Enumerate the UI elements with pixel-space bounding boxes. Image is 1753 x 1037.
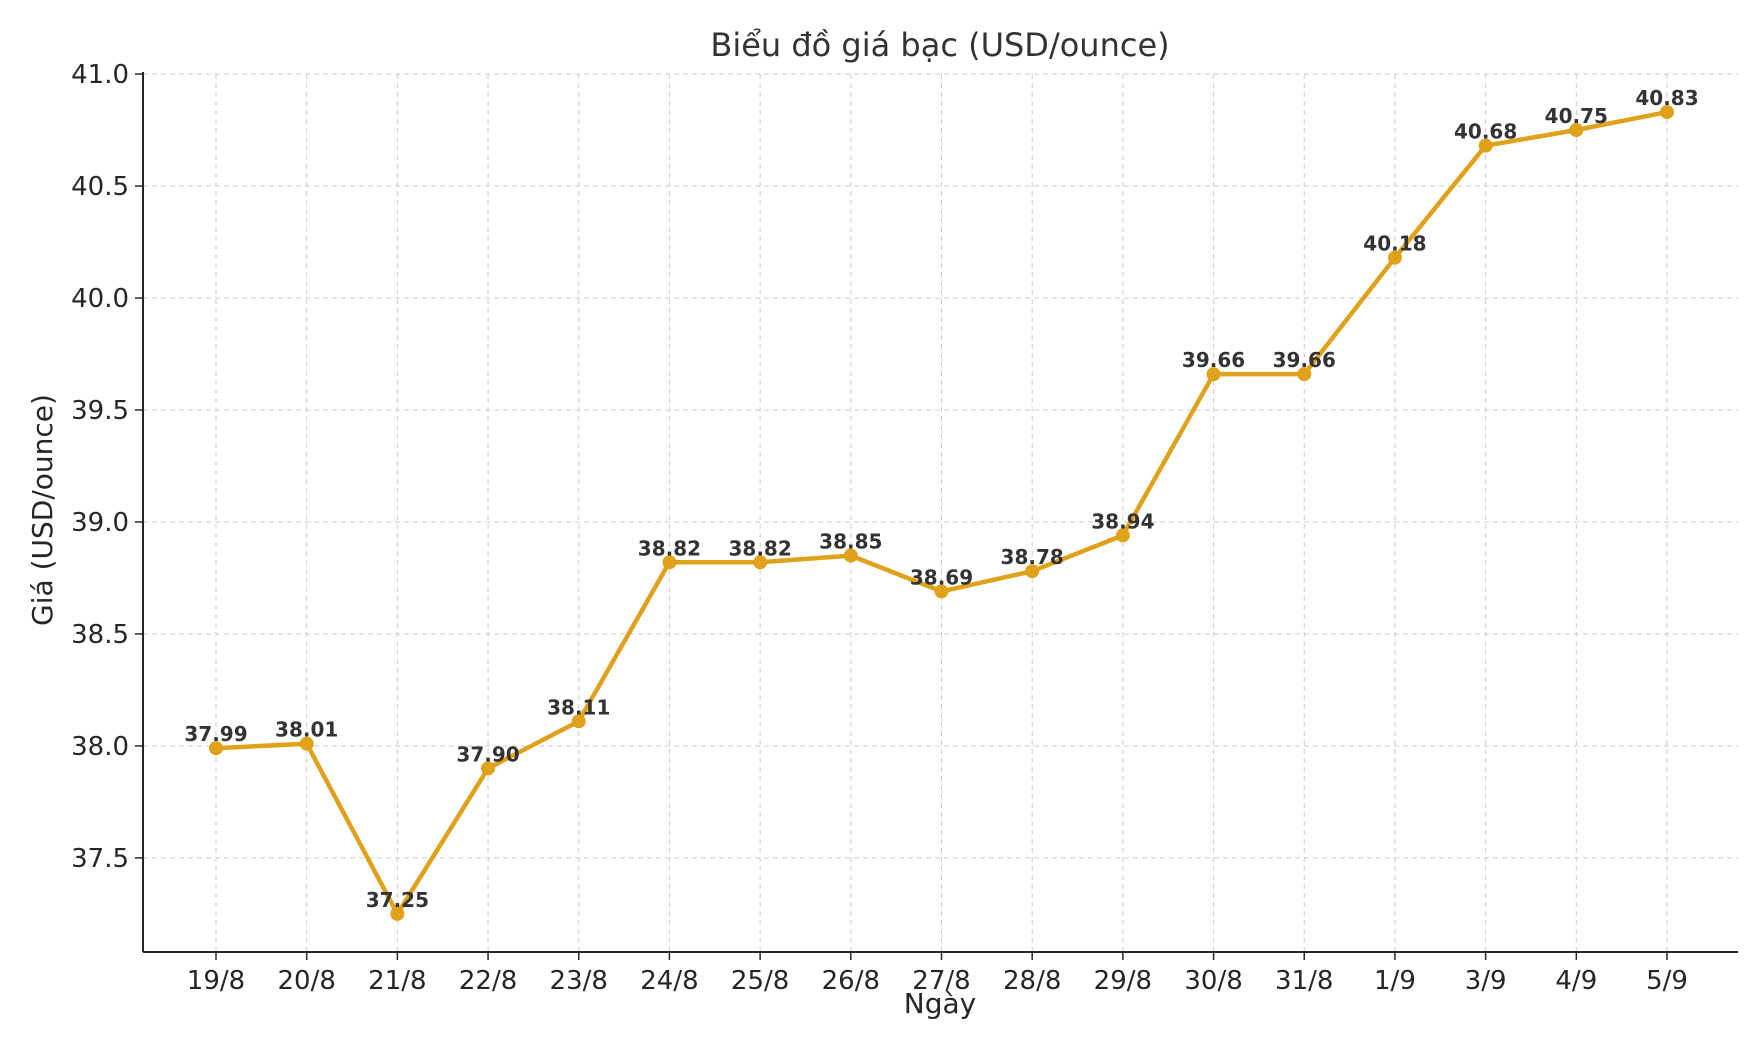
x-tick-label: 1/9 [1374, 966, 1416, 996]
data-label: 40.75 [1545, 104, 1608, 128]
data-labels: 37.99 38.01 37.25 37.90 38.11 38.82 38.82 38.85… [184, 86, 1698, 912]
axes [142, 72, 1738, 953]
y-tick-label: 39.0 [71, 508, 129, 538]
y-tick-label: 39.5 [71, 396, 129, 426]
data-point [481, 761, 496, 776]
x-tick-label: 26/8 [822, 966, 880, 996]
data-label: 38.82 [728, 536, 791, 560]
x-tick-label: 24/8 [640, 966, 698, 996]
data-label: 38.11 [547, 695, 610, 719]
data-point [843, 548, 858, 563]
x-tick-label: 25/8 [731, 966, 789, 996]
x-tick-label: 5/9 [1646, 966, 1688, 996]
x-axis-label: Ngày [904, 987, 976, 1020]
data-label: 38.82 [638, 536, 701, 560]
data-label: 40.18 [1363, 232, 1426, 256]
data-label: 39.66 [1182, 348, 1245, 372]
data-label: 39.66 [1273, 348, 1336, 372]
chart-title: Biểu đồ giá bạc (USD/ounce) [710, 26, 1169, 64]
data-point [753, 555, 768, 570]
y-axis-ticks: 37.5 38.0 38.5 39.0 39.5 40.0 40.5 41.0 [71, 60, 143, 874]
data-point [662, 555, 677, 570]
x-tick-label: 19/8 [187, 966, 245, 996]
x-tick-label: 30/8 [1184, 966, 1242, 996]
y-tick-label: 40.5 [71, 172, 129, 202]
grid [143, 73, 1738, 952]
data-label: 37.25 [366, 888, 429, 912]
x-tick-label: 28/8 [1003, 966, 1061, 996]
data-point [571, 714, 586, 729]
data-label: 38.01 [275, 718, 338, 742]
x-tick-label: 20/8 [277, 966, 335, 996]
x-tick-label: 4/9 [1555, 966, 1597, 996]
x-tick-label: 22/8 [459, 966, 517, 996]
data-label: 37.90 [456, 742, 519, 766]
data-point [1115, 528, 1130, 543]
x-tick-label: 3/9 [1465, 966, 1507, 996]
x-axis-ticks: 19/8 20/8 21/8 22/8 23/8 24/8 25/8 26/8 27/8 28/8… [187, 952, 1688, 996]
x-tick-label: 29/8 [1094, 966, 1152, 996]
x-tick-label: 23/8 [550, 966, 608, 996]
x-tick-label: 31/8 [1275, 966, 1333, 996]
y-tick-label: 40.0 [71, 284, 129, 314]
data-label: 40.83 [1635, 86, 1698, 110]
data-point [1297, 367, 1312, 382]
data-label: 38.94 [1091, 509, 1154, 533]
data-point [1025, 564, 1040, 579]
data-label: 38.69 [910, 565, 973, 589]
data-point [1660, 105, 1674, 120]
data-point [299, 736, 314, 751]
x-tick-label: 27/8 [912, 966, 970, 996]
data-point [934, 584, 949, 599]
series-silver-price [213, 109, 1670, 917]
data-point [1206, 367, 1221, 382]
y-tick-label: 37.5 [71, 844, 129, 874]
series-line [213, 109, 1670, 917]
data-label: 38.85 [819, 530, 882, 554]
data-point [1569, 122, 1584, 137]
data-point [1478, 138, 1493, 153]
data-point [1387, 250, 1402, 265]
x-tick-label: 21/8 [368, 966, 426, 996]
data-label: 40.68 [1454, 120, 1517, 144]
y-tick-label: 38.5 [71, 620, 129, 650]
data-point [390, 906, 405, 921]
data-label: 38.78 [1001, 545, 1064, 569]
y-axis-label: Giá (USD/ounce) [26, 394, 59, 626]
y-tick-label: 38.0 [71, 732, 129, 762]
data-label: 37.99 [184, 722, 247, 746]
data-point [209, 741, 223, 756]
y-tick-label: 41.0 [71, 60, 129, 90]
data-points [209, 105, 1674, 921]
